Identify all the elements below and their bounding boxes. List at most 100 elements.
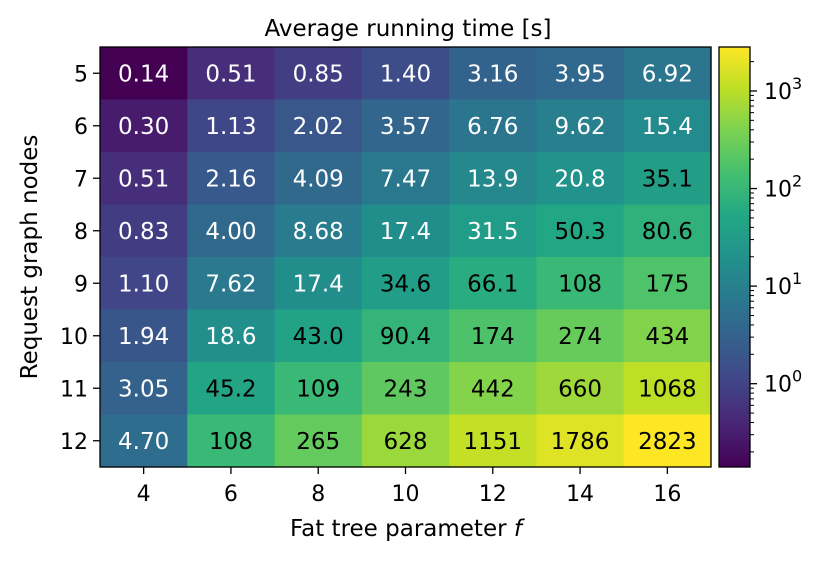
x-tick-label: 16	[653, 482, 681, 507]
colorbar-tick-base: 10	[764, 80, 792, 105]
cell-value-label: 17.4	[293, 271, 344, 297]
heatmap-cell	[187, 309, 276, 363]
heatmap-cell	[274, 204, 363, 258]
cell-value-label: 13.9	[467, 166, 518, 192]
y-tick-label: 7	[74, 167, 88, 192]
heatmap-cell	[361, 257, 450, 311]
cell-value-label: 2823	[638, 429, 697, 455]
heatmap-cell	[449, 414, 538, 468]
colorbar-tick-label: 102	[764, 172, 802, 203]
cell-value-label: 17.4	[380, 219, 431, 245]
heatmap-cell	[449, 99, 538, 153]
heatmap-cell	[623, 257, 712, 311]
colorbar-tick-base: 10	[764, 275, 792, 300]
heatmap-cell	[361, 99, 450, 153]
heatmap-cell	[187, 47, 276, 101]
heatmap-cell	[100, 362, 188, 416]
cell-value-label: 4.00	[205, 219, 256, 245]
colorbar-tick-label: 103	[764, 74, 802, 105]
heatmap-cell	[100, 152, 188, 206]
cell-value-label: 4.70	[118, 429, 169, 455]
heatmap-cell	[274, 257, 363, 311]
x-tick-label: 12	[479, 482, 507, 507]
heatmap-cell	[536, 99, 625, 153]
heatmap-cell	[361, 362, 450, 416]
chart-title: Average running time [s]	[264, 16, 551, 42]
heatmap-cell	[449, 47, 538, 101]
cell-value-label: 0.51	[205, 61, 256, 87]
colorbar-tick-exponent: 3	[792, 74, 802, 93]
x-axis-title-text: Fat tree parameter	[290, 516, 514, 542]
heatmap-cell	[536, 257, 625, 311]
x-tick-label: 10	[392, 482, 420, 507]
y-tick-label: 8	[74, 220, 88, 245]
y-tick-label: 12	[60, 430, 88, 455]
heatmap-cell	[274, 47, 363, 101]
cell-value-label: 15.4	[642, 114, 693, 140]
heatmap-cell	[274, 362, 363, 416]
cell-value-label: 20.8	[554, 166, 605, 192]
colorbar-tick-base: 10	[764, 178, 792, 203]
cell-value-label: 66.1	[467, 271, 518, 297]
cell-value-label: 1.40	[380, 61, 431, 87]
heatmap-cell	[536, 362, 625, 416]
cell-value-label: 3.16	[467, 61, 518, 87]
cell-value-label: 274	[558, 324, 602, 350]
cell-value-label: 50.3	[554, 219, 605, 245]
heatmap-cell	[187, 362, 276, 416]
cell-value-label: 34.6	[380, 271, 431, 297]
colorbar-tick-label: 101	[764, 269, 802, 300]
heatmap-cell	[100, 99, 188, 153]
heatmap-cell	[187, 257, 276, 311]
heatmap-cell	[361, 309, 450, 363]
cell-value-label: 9.62	[554, 114, 605, 140]
x-tick-label: 14	[566, 482, 594, 507]
heatmap-cell	[187, 204, 276, 258]
cell-value-label: 1068	[638, 376, 697, 402]
heatmap-cell	[449, 204, 538, 258]
cell-value-label: 35.1	[642, 166, 693, 192]
cell-value-label: 174	[471, 324, 515, 350]
cell-value-label: 628	[384, 429, 428, 455]
x-tick-label: 4	[137, 482, 151, 507]
cell-value-label: 660	[558, 376, 602, 402]
heatmap-cell	[274, 414, 363, 468]
heatmap-cell	[623, 99, 712, 153]
heatmap-cell	[100, 204, 188, 258]
heatmap-cells: 0.14 0.51 0.85 1.40 3.16 3.95 6.92 0.30 1.13 2.02…	[100, 47, 712, 468]
cell-value-label: 3.95	[554, 61, 605, 87]
y-axis: 5 6 7 8 9 10 11 12	[60, 62, 100, 455]
cell-value-label: 109	[296, 376, 340, 402]
cell-value-label: 0.51	[118, 166, 169, 192]
colorbar-tick-exponent: 1	[792, 269, 802, 288]
heatmap-cell	[536, 204, 625, 258]
heatmap-cell	[100, 414, 188, 468]
x-axis: 4 6 8 10 12 14 16	[137, 467, 681, 507]
cell-value-label: 442	[471, 376, 515, 402]
x-tick-label: 6	[224, 482, 238, 507]
heatmap-cell	[623, 414, 712, 468]
cell-value-label: 2.02	[293, 114, 344, 140]
heatmap-cell	[536, 152, 625, 206]
heatmap-cell	[623, 309, 712, 363]
cell-value-label: 7.47	[380, 166, 431, 192]
heatmap-cell	[100, 47, 188, 101]
cell-value-label: 3.05	[118, 376, 169, 402]
colorbar-tick-base: 10	[764, 373, 792, 398]
heatmap-cell	[623, 47, 712, 101]
heatmap-cell	[361, 414, 450, 468]
cell-value-label: 31.5	[467, 219, 518, 245]
cell-value-label: 1786	[551, 429, 610, 455]
colorbar	[719, 47, 750, 467]
colorbar-tick-label: 100	[764, 367, 802, 398]
cell-value-label: 434	[645, 324, 689, 350]
x-axis-title: Fat tree parameter f	[290, 516, 525, 542]
cell-value-label: 0.83	[118, 219, 169, 245]
heatmap-cell	[623, 152, 712, 206]
cell-value-label: 80.6	[642, 219, 693, 245]
cell-value-label: 2.16	[205, 166, 256, 192]
cell-value-label: 108	[558, 271, 602, 297]
cell-value-label: 175	[645, 271, 689, 297]
cell-value-label: 1.13	[205, 114, 256, 140]
